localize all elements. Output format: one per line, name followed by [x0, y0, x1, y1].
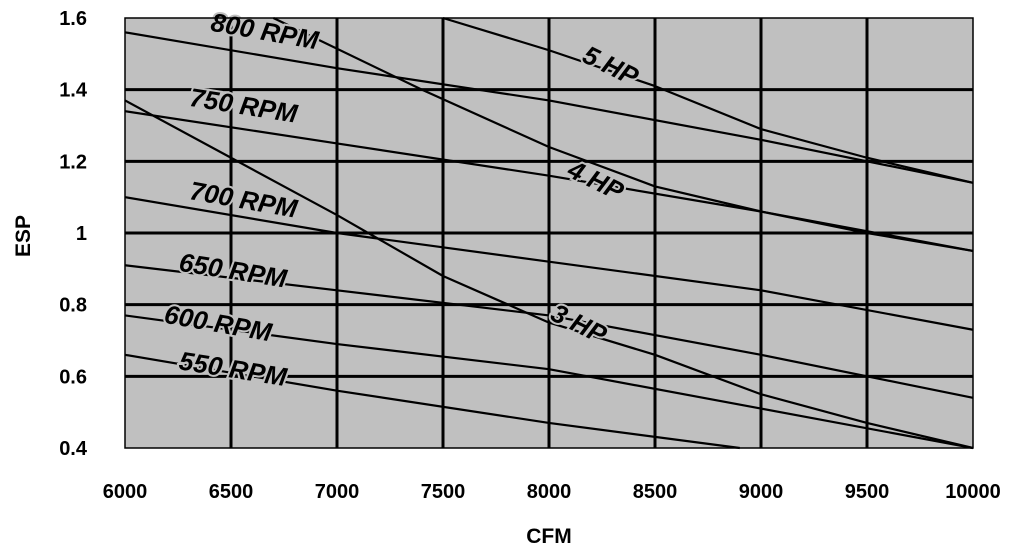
- x-axis-ticks: 6000 6500 7000 7500 8000 8500 9000 9500 10000: [103, 481, 1001, 503]
- x-tick-label: 7500: [421, 481, 466, 503]
- curve-600-rpm: [124, 314, 974, 450]
- curve-750-rpm: [124, 110, 974, 252]
- plot-border: [124, 17, 974, 449]
- grid-lines: [125, 18, 973, 448]
- curve-650-rpm: [124, 264, 974, 399]
- y-tick-label: 1.2: [59, 151, 87, 173]
- y-tick-label: 0.8: [59, 295, 87, 317]
- curve-5-hp: [442, 16, 974, 184]
- x-tick-label: 8500: [633, 481, 678, 503]
- x-tick-label: 6500: [209, 481, 254, 503]
- y-axis-title: ESP: [12, 215, 35, 257]
- x-tick-label: 8000: [527, 481, 572, 503]
- curve-3-hp: [124, 99, 974, 450]
- y-tick-label: 0.6: [59, 366, 87, 388]
- x-tick-label: 10000: [945, 481, 1001, 503]
- curve-4-hp: [272, 17, 974, 253]
- y-tick-label: 1.6: [59, 8, 87, 30]
- y-tick-label: 1: [76, 223, 87, 245]
- performance-curves: [124, 16, 974, 450]
- x-tick-label: 6000: [103, 481, 148, 503]
- y-tick-label: 0.4: [59, 438, 88, 460]
- curve-550-rpm: [124, 353, 740, 450]
- x-tick-label: 9500: [845, 481, 890, 503]
- x-tick-label: 7000: [315, 481, 360, 503]
- x-axis-title: CFM: [526, 525, 572, 548]
- curve-800-rpm: [124, 31, 974, 184]
- y-axis-ticks: 1.6 1.4 1.2 1 0.8 0.6 0.4: [59, 8, 88, 460]
- x-tick-label: 9000: [739, 481, 784, 503]
- curve-700-rpm: [124, 196, 974, 331]
- y-tick-label: 1.4: [59, 80, 88, 102]
